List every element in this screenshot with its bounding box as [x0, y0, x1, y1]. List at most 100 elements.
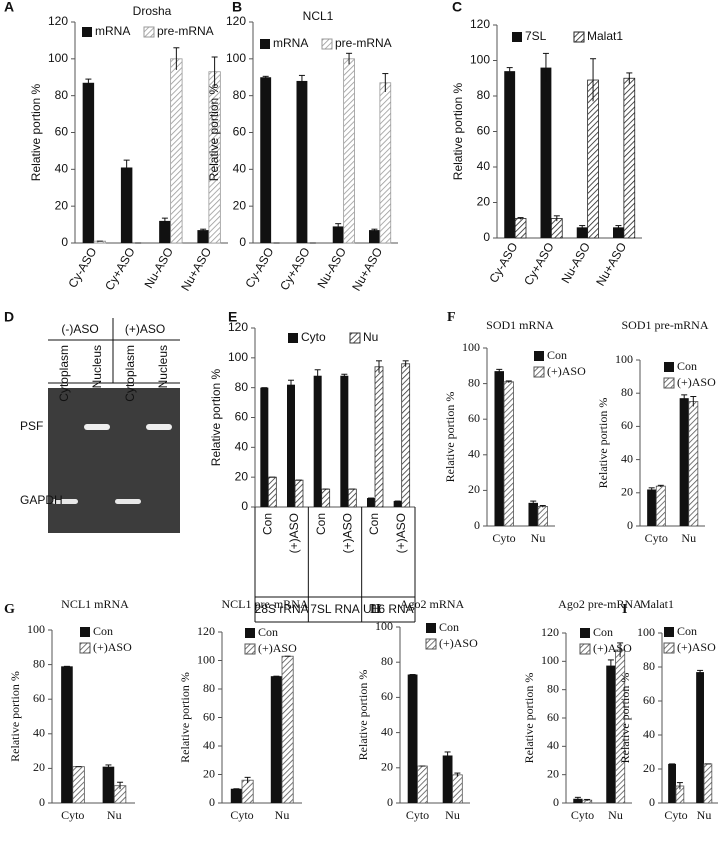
y-tick-label: 80 — [643, 659, 655, 673]
bar — [347, 488, 357, 508]
panel-letter: H — [370, 602, 381, 617]
x-tick-label: Nu+ASO — [178, 245, 214, 293]
y-tick-label: 0 — [553, 795, 559, 809]
legend-swatch — [663, 642, 675, 654]
legend-swatch — [143, 26, 155, 38]
y-axis-label: Relative portion % — [451, 82, 465, 180]
y-tick-label: 100 — [375, 619, 393, 633]
legend-swatch — [425, 638, 437, 650]
bar — [442, 755, 453, 803]
bar — [688, 401, 699, 527]
y-tick-label: 20 — [55, 198, 69, 212]
y-tick-label: 20 — [477, 195, 491, 209]
gel-band — [146, 424, 172, 430]
gel-lane: Cytoplasm — [123, 345, 137, 402]
error-bar — [690, 396, 697, 407]
gel-band — [52, 499, 78, 504]
legend-label: Con — [677, 624, 697, 638]
group-label: U16 RNA — [363, 602, 414, 616]
legend-label: Nu — [363, 330, 378, 344]
bar — [296, 80, 308, 243]
legend-label: 7SL — [525, 29, 547, 43]
y-tick-label: 120 — [541, 625, 559, 639]
x-tick-label: Cyto — [492, 531, 515, 545]
legend-swatch — [573, 31, 585, 43]
x-tick-label: Nu — [681, 531, 696, 545]
bar — [170, 58, 183, 244]
y-tick-label: 40 — [55, 162, 69, 176]
error-bar — [648, 487, 655, 492]
bar — [369, 230, 380, 243]
chart-title: Drosha — [133, 4, 172, 18]
y-axis-label: Relative portion % — [443, 392, 457, 483]
chart-title: SOD1 pre-mRNA — [622, 318, 709, 332]
error-bar — [376, 360, 382, 373]
x-tick-label: Nu — [275, 808, 290, 822]
y-tick-label: 60 — [547, 710, 559, 724]
legend-swatch — [79, 642, 91, 654]
error-bar — [517, 217, 524, 220]
chart-panel: Ago2 pre-mRNA Relative portion % 0 20 40 60 80… — [522, 597, 642, 822]
bar — [267, 476, 277, 508]
y-tick-label: 120 — [48, 14, 68, 28]
y-tick-label: 0 — [61, 235, 68, 249]
legend-swatch — [349, 332, 361, 344]
y-tick-label: 0 — [39, 795, 45, 809]
error-bar — [615, 225, 622, 230]
chart-title: NCL1 pre-mRNA — [222, 597, 309, 611]
y-tick-label: 80 — [233, 88, 247, 102]
y-tick-label: 40 — [235, 440, 249, 454]
chart-title: NCL1 — [303, 9, 334, 23]
gel-band — [115, 499, 141, 504]
x-tick-label: Con — [314, 513, 328, 535]
y-tick-label: 20 — [203, 766, 215, 780]
y-tick-label: 40 — [233, 162, 247, 176]
y-tick-label: 0 — [627, 518, 633, 532]
bar — [332, 226, 344, 243]
x-tick-label: Cyto — [664, 808, 687, 822]
legend-label: Con — [258, 625, 278, 639]
y-tick-label: 40 — [381, 724, 393, 738]
y-tick-label: 40 — [203, 738, 215, 752]
error-bar — [288, 379, 294, 390]
y-tick-label: 80 — [468, 375, 480, 389]
gel-lane: Cytoplasm — [57, 345, 71, 402]
bar — [197, 230, 209, 243]
chart-panel: I Malat1 Relative portion % 0 20 40 60 80 100 Cyt… — [618, 597, 718, 822]
x-tick-label: Con — [367, 513, 381, 535]
bar — [230, 788, 242, 803]
y-tick-label: 40 — [468, 447, 480, 461]
error-bar — [444, 751, 451, 759]
y-tick-label: 100 — [637, 625, 655, 639]
chart-title: Malat1 — [640, 597, 674, 611]
y-tick-label: 100 — [197, 652, 215, 666]
bar — [343, 58, 355, 244]
x-tick-label: Cy+ASO — [277, 245, 313, 293]
legend-swatch — [512, 32, 522, 42]
legend-label: Con — [593, 625, 613, 639]
bar — [503, 381, 514, 527]
y-tick-label: 60 — [55, 125, 69, 139]
legend-label: mRNA — [95, 24, 130, 38]
chart-panel: C Relative portion % 0 20 40 60 80 100 120 Cy-ASO… — [451, 0, 642, 288]
y-tick-label: 40 — [621, 451, 633, 465]
bar — [606, 665, 616, 803]
error-bar — [298, 74, 305, 87]
bar — [294, 479, 304, 508]
y-tick-label: 60 — [468, 411, 480, 425]
y-axis-label: Relative portion % — [178, 672, 192, 763]
y-axis-label: Relative portion % — [207, 83, 221, 181]
x-tick-label: Con — [261, 513, 275, 535]
error-bar — [574, 796, 581, 801]
chart-panel: A Drosha Relative portion % 0 20 40 60 80 100 120… — [4, 0, 228, 293]
bar — [623, 77, 636, 239]
y-tick-label: 0 — [474, 518, 480, 532]
error-bar — [617, 642, 624, 658]
error-bar — [657, 484, 664, 487]
error-bar — [697, 669, 704, 674]
legend-label: (+)ASO — [93, 640, 132, 654]
chart-panel: B NCL1 Relative portion % 0 20 40 60 80 100 120 Cy… — [207, 0, 398, 293]
bar — [576, 227, 588, 238]
chart-title: NCL1 mRNA — [61, 597, 129, 611]
